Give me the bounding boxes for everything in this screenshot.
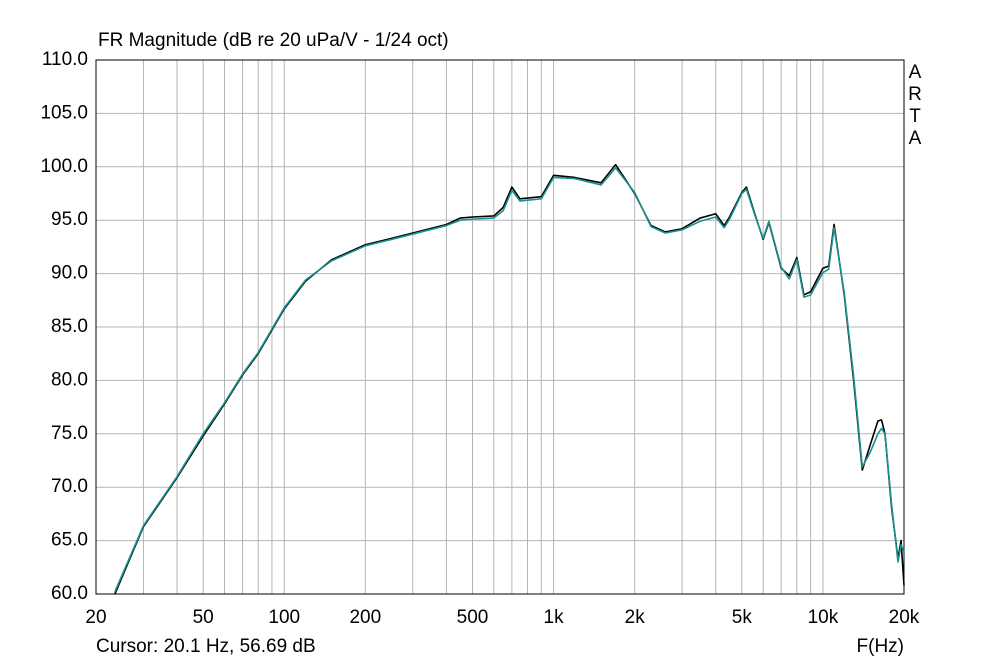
x-tick-label: 100 (268, 607, 300, 628)
x-axis-label: F(Hz) (857, 636, 904, 657)
x-tick-label: 1k (544, 607, 565, 628)
y-tick-label: 65.0 (51, 530, 88, 551)
response-line (114, 167, 905, 593)
y-tick-label: 105.0 (40, 102, 88, 123)
y-tick-label: 70.0 (51, 476, 88, 497)
x-tick-label: 200 (349, 607, 381, 628)
y-tick-label: 75.0 (51, 423, 88, 444)
cursor-readout: Cursor: 20.1 Hz, 56.69 dB (96, 636, 316, 657)
x-tick-label: 500 (457, 607, 489, 628)
y-tick-label: 85.0 (51, 316, 88, 337)
y-tick-label: 100.0 (40, 156, 88, 177)
y-tick-label: 110.0 (42, 49, 88, 70)
y-tick-label: 90.0 (51, 263, 88, 284)
x-tick-label: 5k (732, 607, 753, 628)
plot-frame (95, 59, 905, 595)
y-tick-label: 80.0 (51, 369, 88, 390)
x-tick-label: 50 (193, 607, 214, 628)
chart-title: FR Magnitude (dB re 20 uPa/V - 1/24 oct) (98, 30, 449, 51)
x-tick-label: 10k (808, 607, 839, 628)
response-line (114, 163, 905, 595)
x-tick-label: 2k (625, 607, 646, 628)
x-tick-label: 20k (889, 607, 920, 628)
x-tick-label: 20 (85, 607, 106, 628)
y-tick-label: 95.0 (51, 209, 88, 230)
y-tick-label: 60.0 (51, 583, 88, 604)
